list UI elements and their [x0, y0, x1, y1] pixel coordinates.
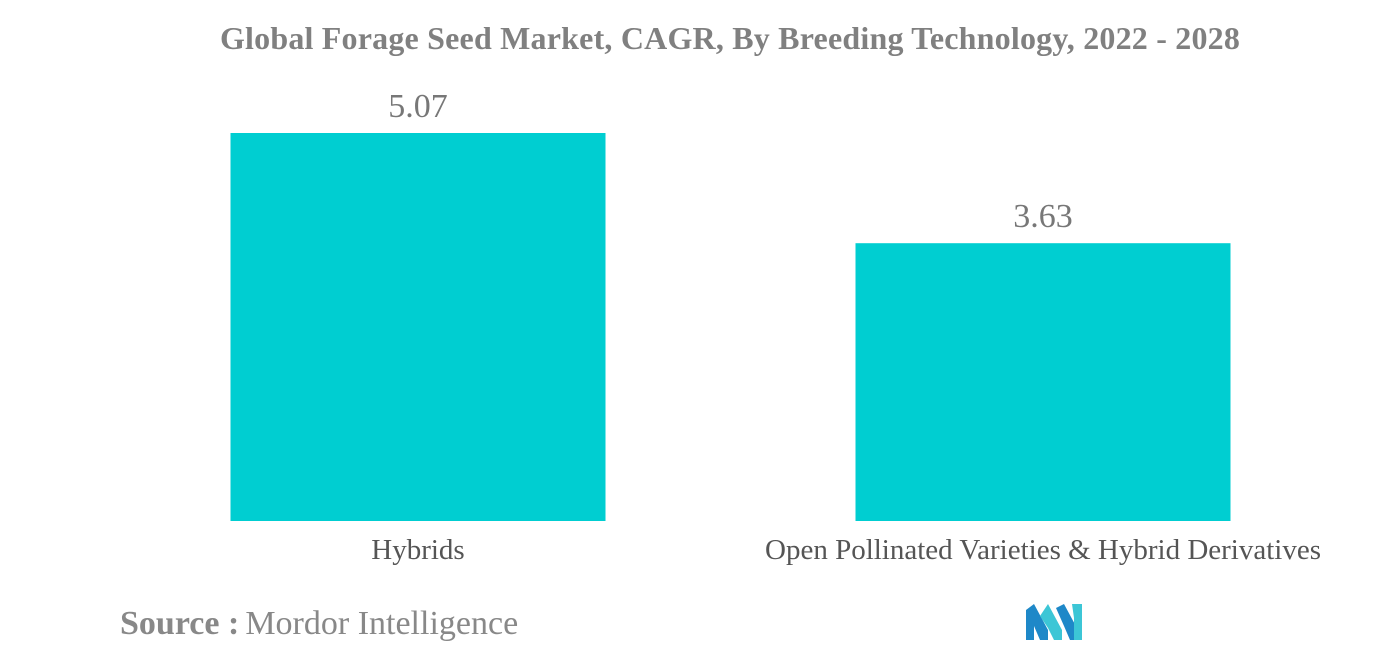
data-label-1: 5.07 — [388, 88, 448, 125]
bars-layer — [230, 133, 1231, 522]
bar-1 — [230, 133, 606, 521]
chart-title: Global Forage Seed Market, CAGR, By Bree… — [219, 20, 1241, 56]
mordor-intelligence-logo-icon — [1026, 604, 1082, 640]
source-label: Source : — [120, 605, 240, 642]
source-value: Mordor Intelligence — [245, 605, 519, 642]
labels-layer: 5.07 Hybrids 3.63 Open Pollinated Varieties… — [371, 88, 1321, 566]
category-label-2: Open Pollinated Varieties & Hybrid Deriv… — [765, 534, 1321, 566]
bar-chart: 5.07 Hybrids 3.63 Open Pollinated Varieties… — [230, 88, 1321, 566]
category-label-1: Hybrids — [371, 534, 464, 566]
data-label-2: 3.63 — [1013, 198, 1073, 235]
source-attribution: Source : Mordor Intelligence — [120, 605, 518, 643]
bar-2 — [855, 243, 1231, 522]
